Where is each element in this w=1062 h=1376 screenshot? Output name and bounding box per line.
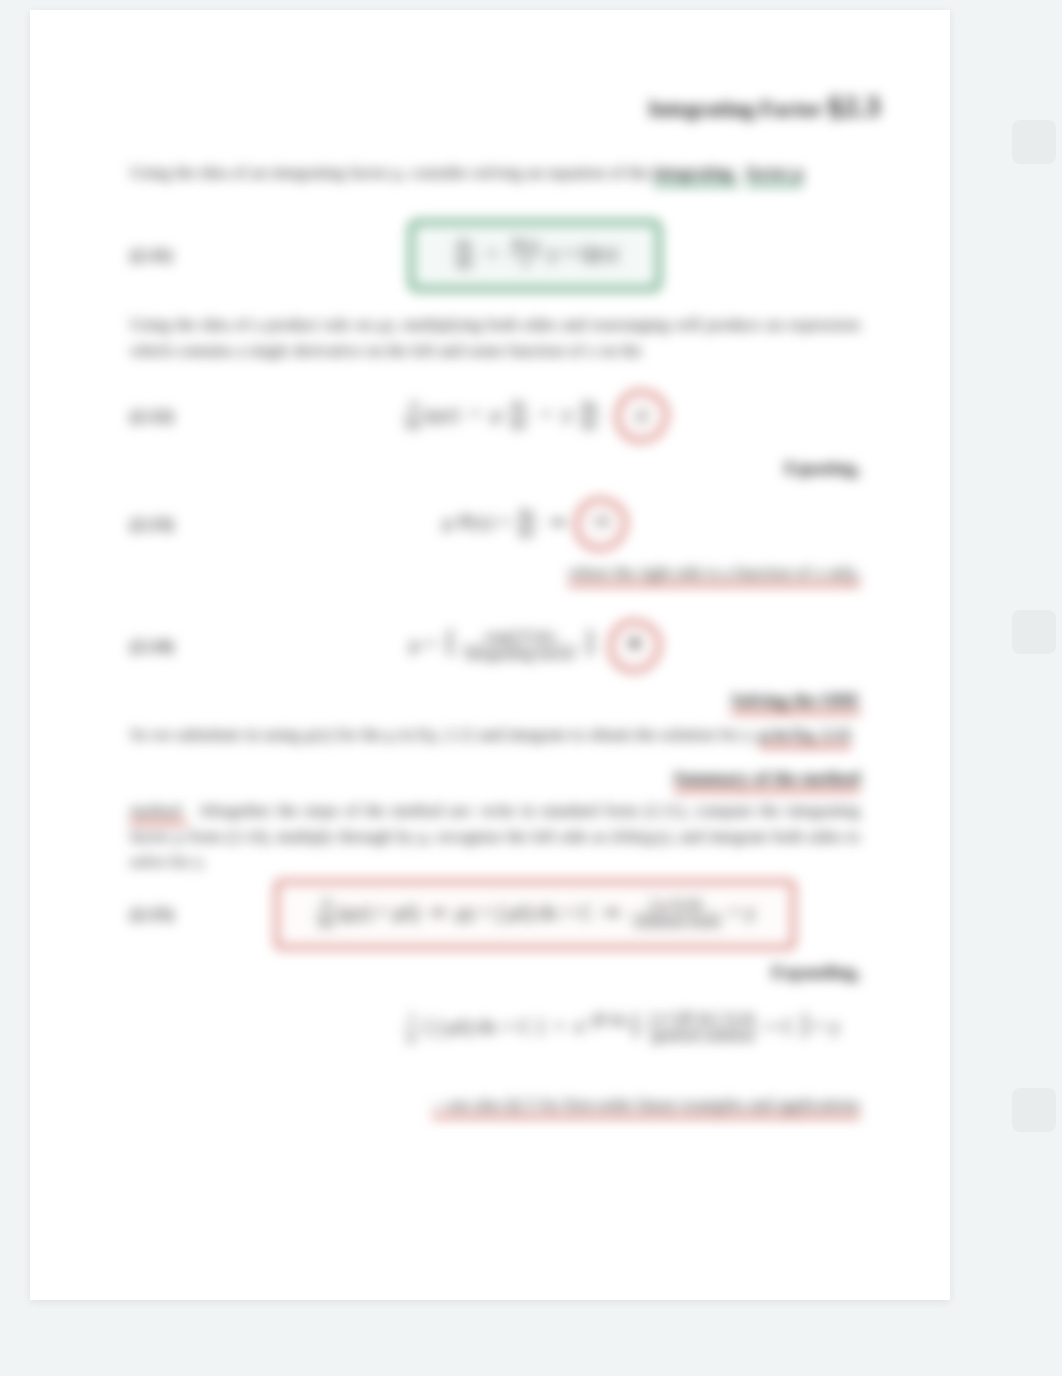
para-1: Using the idea of a product rule on μy, …	[130, 312, 860, 363]
para-3: method Altogether the steps of the metho…	[130, 798, 860, 875]
equation-row-1: (2.11) dydx + P(x)1 y = Q(x)	[130, 220, 850, 291]
header-text: Integrating Factor	[648, 96, 822, 121]
header-number: §2.3	[828, 90, 881, 123]
heading-2: Summary of the method	[674, 768, 861, 789]
equation-row-3: (2.13) μ P(x) = dμdx ⇒ ⇒	[130, 498, 850, 550]
red-box: ddx(μy) = μQ ⇒ μy = ∫ μQ dx + C ⇒ ∫ μ Q …	[275, 880, 794, 949]
side-tab-1	[1012, 120, 1056, 164]
eq-label-5: (2.15)	[130, 904, 220, 925]
red-circle-2: ⇒	[575, 498, 627, 550]
eq-body-3: μ P(x) = dμdx ⇒ ⇒	[220, 498, 850, 550]
eq-body-4: μ = [ exp(∫ P dx) integrating factor ] ★	[220, 620, 850, 672]
side-tab-2	[1012, 610, 1056, 654]
red-circle-1: μ	[616, 390, 668, 442]
para-2: So we substitute in using μ(x) for the μ…	[130, 722, 860, 748]
eq-body-1: dydx + P(x)1 y = Q(x)	[220, 220, 850, 291]
side-tab-3	[1012, 1088, 1056, 1132]
equation-row-6: 1μ [ ∫ μQ dx + C ] = e−∫P dx [ ∫ e^{∫P d…	[130, 1010, 850, 1046]
eq-body-6: 1μ [ ∫ μQ dx + C ] = e−∫P dx [ ∫ e^{∫P d…	[220, 1010, 850, 1046]
green-underline-1: integrating	[653, 163, 738, 186]
red-underline-inline: μ in Eq. 2.12	[760, 725, 851, 748]
subnote-1: where the right side is a function of x …	[130, 560, 860, 586]
page-header: Integrating Factor §2.3	[648, 90, 880, 124]
footer-note: —see also §2.5 for first-order linear ex…	[130, 1092, 860, 1118]
eq-label-4: (2.14)	[130, 636, 220, 657]
note-expanding: Expanding,	[771, 962, 860, 983]
intro-text: Using the idea of an integrating factor …	[130, 160, 860, 186]
note-equating: Equating,	[784, 458, 860, 479]
heading-1: Solving the ODE	[731, 690, 860, 711]
eq-label-2: (2.12)	[130, 406, 220, 427]
page-content: Integrating Factor §2.3 Using the idea o…	[130, 90, 850, 1240]
green-box: dydx + P(x)1 y = Q(x)	[409, 220, 662, 291]
equation-row-2: (2.12) ddx(μy) = μ dydx + y dμdx μ	[130, 390, 850, 442]
document-page: Integrating Factor §2.3 Using the idea o…	[30, 10, 950, 1300]
eq-body-5: ddx(μy) = μQ ⇒ μy = ∫ μQ dx + C ⇒ ∫ μ Q …	[220, 880, 850, 949]
green-underline-2: factor μ	[746, 163, 803, 186]
eq-label-3: (2.13)	[130, 514, 220, 535]
equation-row-5: (2.15) ddx(μy) = μQ ⇒ μy = ∫ μQ dx + C ⇒…	[130, 880, 850, 949]
equation-row-4: (2.14) μ = [ exp(∫ P dx) integrating fac…	[130, 620, 850, 672]
red-circle-3: ★	[609, 620, 661, 672]
eq-body-2: ddx(μy) = μ dydx + y dμdx μ	[220, 390, 850, 442]
eq-label-1: (2.11)	[130, 245, 220, 266]
red-underline-left: method	[130, 801, 187, 824]
